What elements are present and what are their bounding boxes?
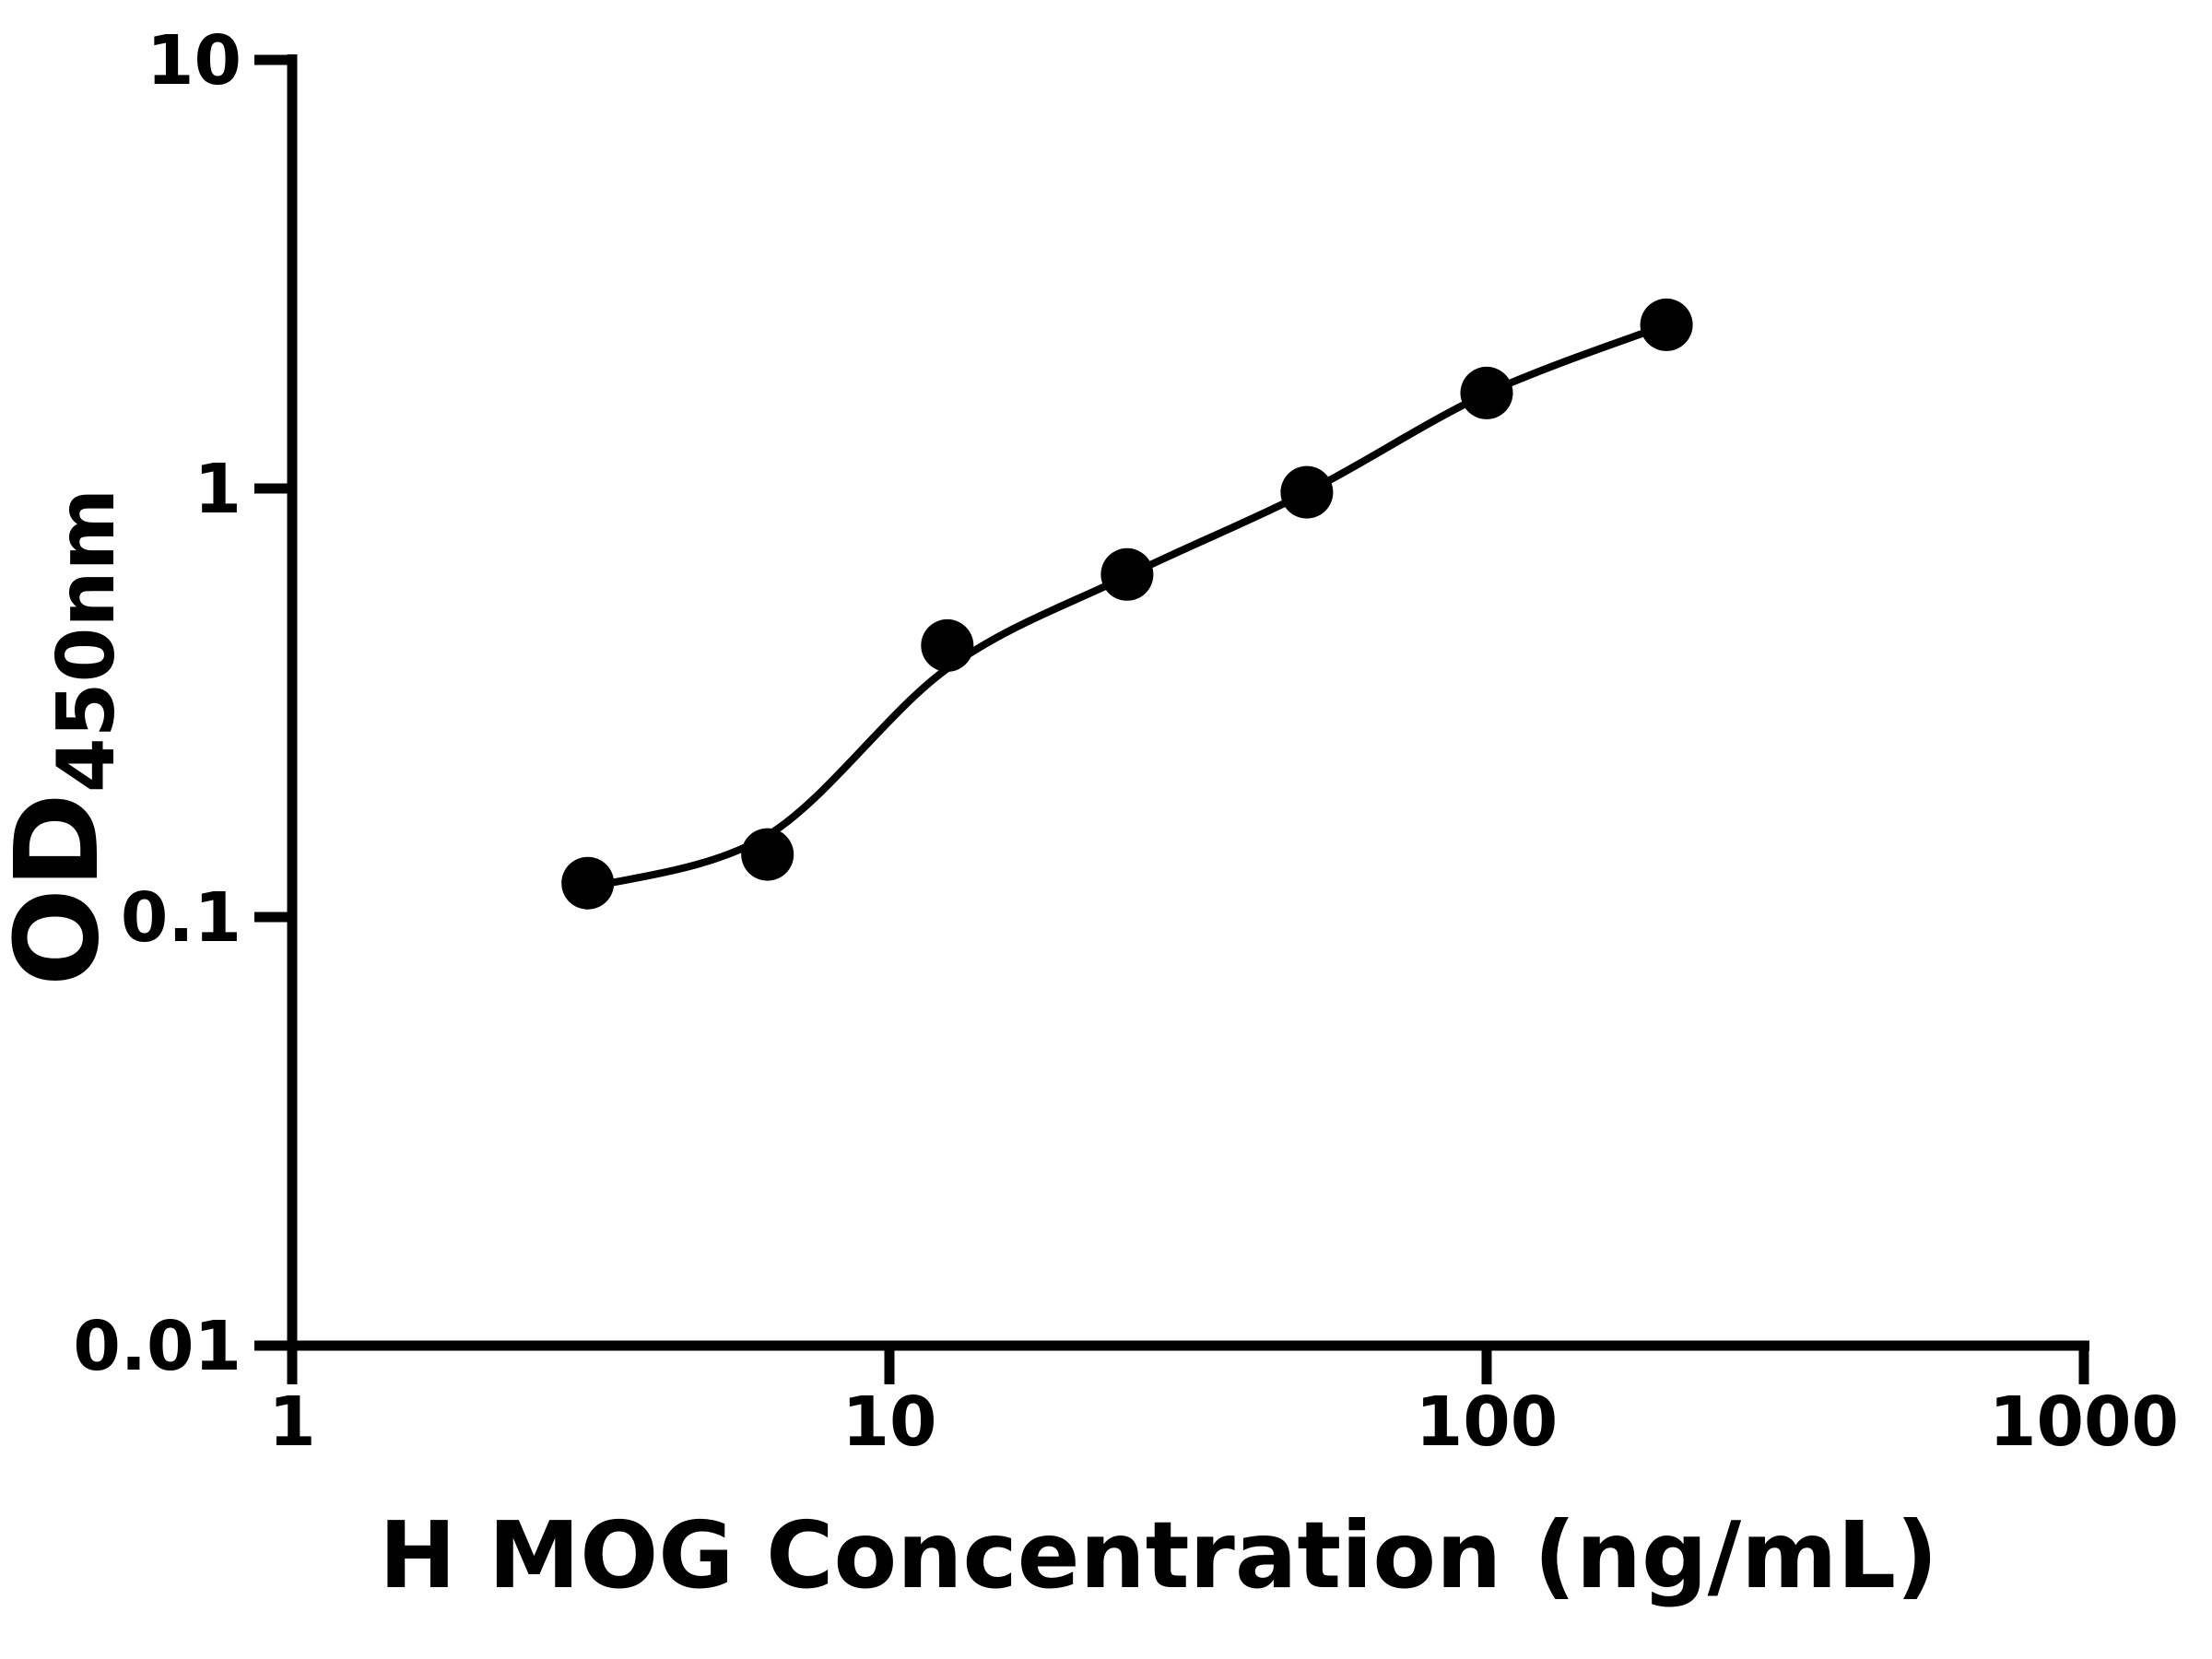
x-tick-label: 1000 (1989, 1382, 2179, 1462)
y-tick-label: 0.01 (73, 1307, 241, 1386)
y-axis-title-main: OD (0, 793, 124, 986)
x-tick-label: 10 (842, 1382, 937, 1462)
data-point (1640, 298, 1693, 351)
y-tick-label: 0.1 (121, 878, 241, 958)
data-point (1280, 465, 1334, 519)
y-axis-title-subscript: 450nm (41, 488, 133, 793)
data-points-layer (561, 298, 1693, 910)
tick-labels-layer: 1 10 100 1000 0.01 0.1 1 10 (73, 21, 2179, 1462)
data-point (921, 618, 974, 672)
y-tick-label: 1 (194, 450, 242, 529)
axes (254, 54, 2089, 1384)
x-tick-label: 100 (1416, 1382, 1558, 1462)
data-point (741, 828, 794, 881)
x-axis-title: H MOG Concentration (ng/mL) (379, 1501, 1938, 1609)
y-tick-label: 10 (147, 21, 241, 100)
data-point (561, 856, 615, 910)
data-point (1100, 547, 1154, 601)
x-tick-label: 1 (268, 1382, 316, 1462)
y-axis-title: OD450nm (0, 488, 133, 986)
data-point (1460, 366, 1513, 419)
